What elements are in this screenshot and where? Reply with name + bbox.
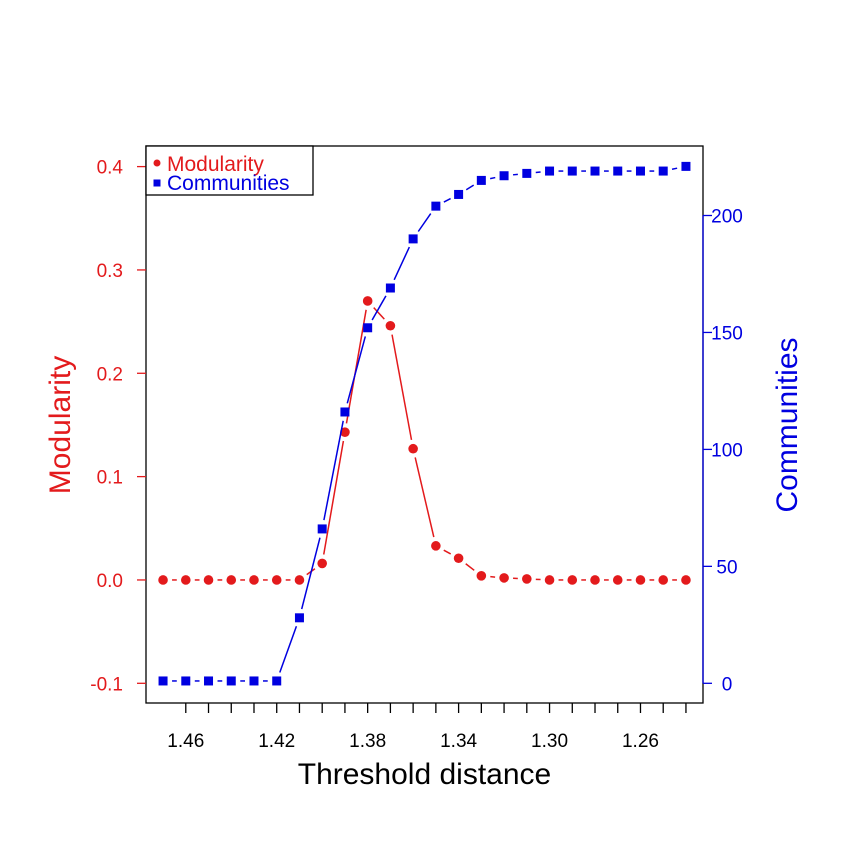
- communities-point: [454, 189, 464, 199]
- modularity-point: [681, 575, 691, 585]
- legend: Modularity Communities: [145, 145, 314, 196]
- modularity-point: [612, 575, 623, 585]
- communities-point: [431, 201, 441, 211]
- modularity-point: [294, 575, 305, 585]
- modularity-point: [590, 575, 600, 585]
- communities-line-segment: [393, 246, 411, 281]
- right-axis-tick-label: 0: [722, 674, 733, 695]
- communities-point: [158, 676, 168, 686]
- communities-line-segment: [279, 626, 298, 673]
- x-axis-tick-label: 1.26: [622, 731, 659, 752]
- x-axis-title: Threshold distance: [298, 758, 551, 791]
- communities-point: [545, 166, 555, 176]
- series-layer: [158, 161, 691, 686]
- communities-point: [635, 166, 645, 176]
- modularity-line-segment: [443, 549, 452, 555]
- modularity-point: [203, 575, 214, 585]
- left-axis-tick-label: 0.1: [97, 468, 123, 489]
- modularity-line-segment: [345, 309, 367, 424]
- right-axis-tick-label: 200: [711, 207, 743, 228]
- communities-line-segment: [465, 184, 475, 191]
- communities-line-segment: [443, 197, 451, 203]
- x-axis-tick-label: 1.30: [531, 731, 568, 752]
- left-axis: -0.1 0.0 0.1 0.2 0.3 0.4: [90, 158, 146, 695]
- modularity-line-segment: [373, 307, 385, 320]
- modularity-point: [180, 575, 191, 585]
- modularity-line-segment: [465, 563, 475, 571]
- x-axis-tick-label: 1.34: [440, 731, 477, 752]
- modularity-point: [158, 575, 168, 585]
- left-axis-tick-label: 0.2: [97, 364, 123, 385]
- communities-point: [408, 234, 418, 244]
- communities-line-segment: [323, 420, 344, 521]
- x-axis: 1.46 1.42 1.38 1.34 1.30 1.26: [167, 703, 687, 752]
- communities-line-segment: [346, 336, 367, 404]
- communities-point: [590, 166, 600, 176]
- modularity-line-segment: [414, 457, 435, 538]
- x-axis-tick-label: 1.38: [349, 731, 386, 752]
- x-axis-tick-label: 1.42: [258, 731, 295, 752]
- modularity-point: [476, 571, 487, 581]
- communities-point: [385, 283, 395, 293]
- right-axis-tick-label: 100: [711, 440, 743, 461]
- communities-point: [340, 407, 350, 417]
- communities-point: [681, 161, 691, 171]
- left-axis-tick-label: 0.0: [97, 571, 123, 592]
- communities-point: [204, 676, 214, 686]
- left-axis-tick-label: 0.3: [97, 261, 123, 282]
- modularity-point: [522, 574, 532, 584]
- right-axis: 0 50 100 150 200: [702, 207, 743, 695]
- communities-line-segment: [671, 167, 678, 170]
- modularity-line-segment: [391, 334, 413, 441]
- modularity-point: [499, 573, 509, 583]
- legend-marker-communities: [153, 179, 161, 187]
- modularity-point: [408, 443, 418, 454]
- modularity-point: [635, 575, 646, 585]
- modularity-point: [431, 541, 441, 551]
- communities-point: [522, 168, 532, 178]
- communities-point: [363, 323, 373, 333]
- modularity-point: [385, 320, 396, 331]
- modularity-point: [271, 575, 282, 585]
- modularity-point: [567, 575, 578, 585]
- left-axis-tick-label: 0.4: [97, 158, 124, 179]
- communities-line-segment: [417, 213, 432, 232]
- communities-point: [476, 175, 486, 185]
- communities-line-segment: [490, 176, 496, 180]
- communities-point: [249, 676, 259, 686]
- modularity-point: [658, 575, 669, 585]
- modularity-point: [226, 575, 237, 585]
- legend-marker-modularity: [153, 159, 161, 167]
- modularity-point: [453, 553, 464, 564]
- modularity-point: [340, 427, 350, 437]
- communities-point: [567, 166, 577, 176]
- communities-point: [499, 171, 509, 181]
- modularity-point: [249, 575, 259, 585]
- right-axis-title: Communities: [771, 337, 804, 512]
- x-axis-tick-label: 1.46: [167, 731, 204, 752]
- left-axis-title: Modularity: [44, 356, 77, 494]
- legend-box: [145, 145, 314, 196]
- modularity-point: [317, 558, 327, 569]
- right-axis-tick-label: 50: [716, 557, 737, 578]
- modularity-point: [544, 575, 555, 585]
- legend-label-communities: Communities: [167, 172, 290, 195]
- communities-point: [317, 524, 327, 534]
- communities-point: [272, 676, 282, 686]
- communities-line-segment: [371, 295, 387, 321]
- modularity-line-segment: [322, 440, 345, 555]
- legend-label-modularity: Modularity: [167, 153, 264, 176]
- communities-point: [294, 613, 304, 623]
- communities-line-segment: [300, 537, 321, 610]
- communities-point: [658, 166, 668, 176]
- left-axis-tick-label: -0.1: [90, 674, 123, 695]
- communities-point: [181, 676, 191, 686]
- right-axis-tick-label: 150: [711, 323, 743, 344]
- communities-point: [613, 166, 623, 176]
- communities-point: [226, 676, 236, 686]
- modularity-point: [362, 296, 373, 306]
